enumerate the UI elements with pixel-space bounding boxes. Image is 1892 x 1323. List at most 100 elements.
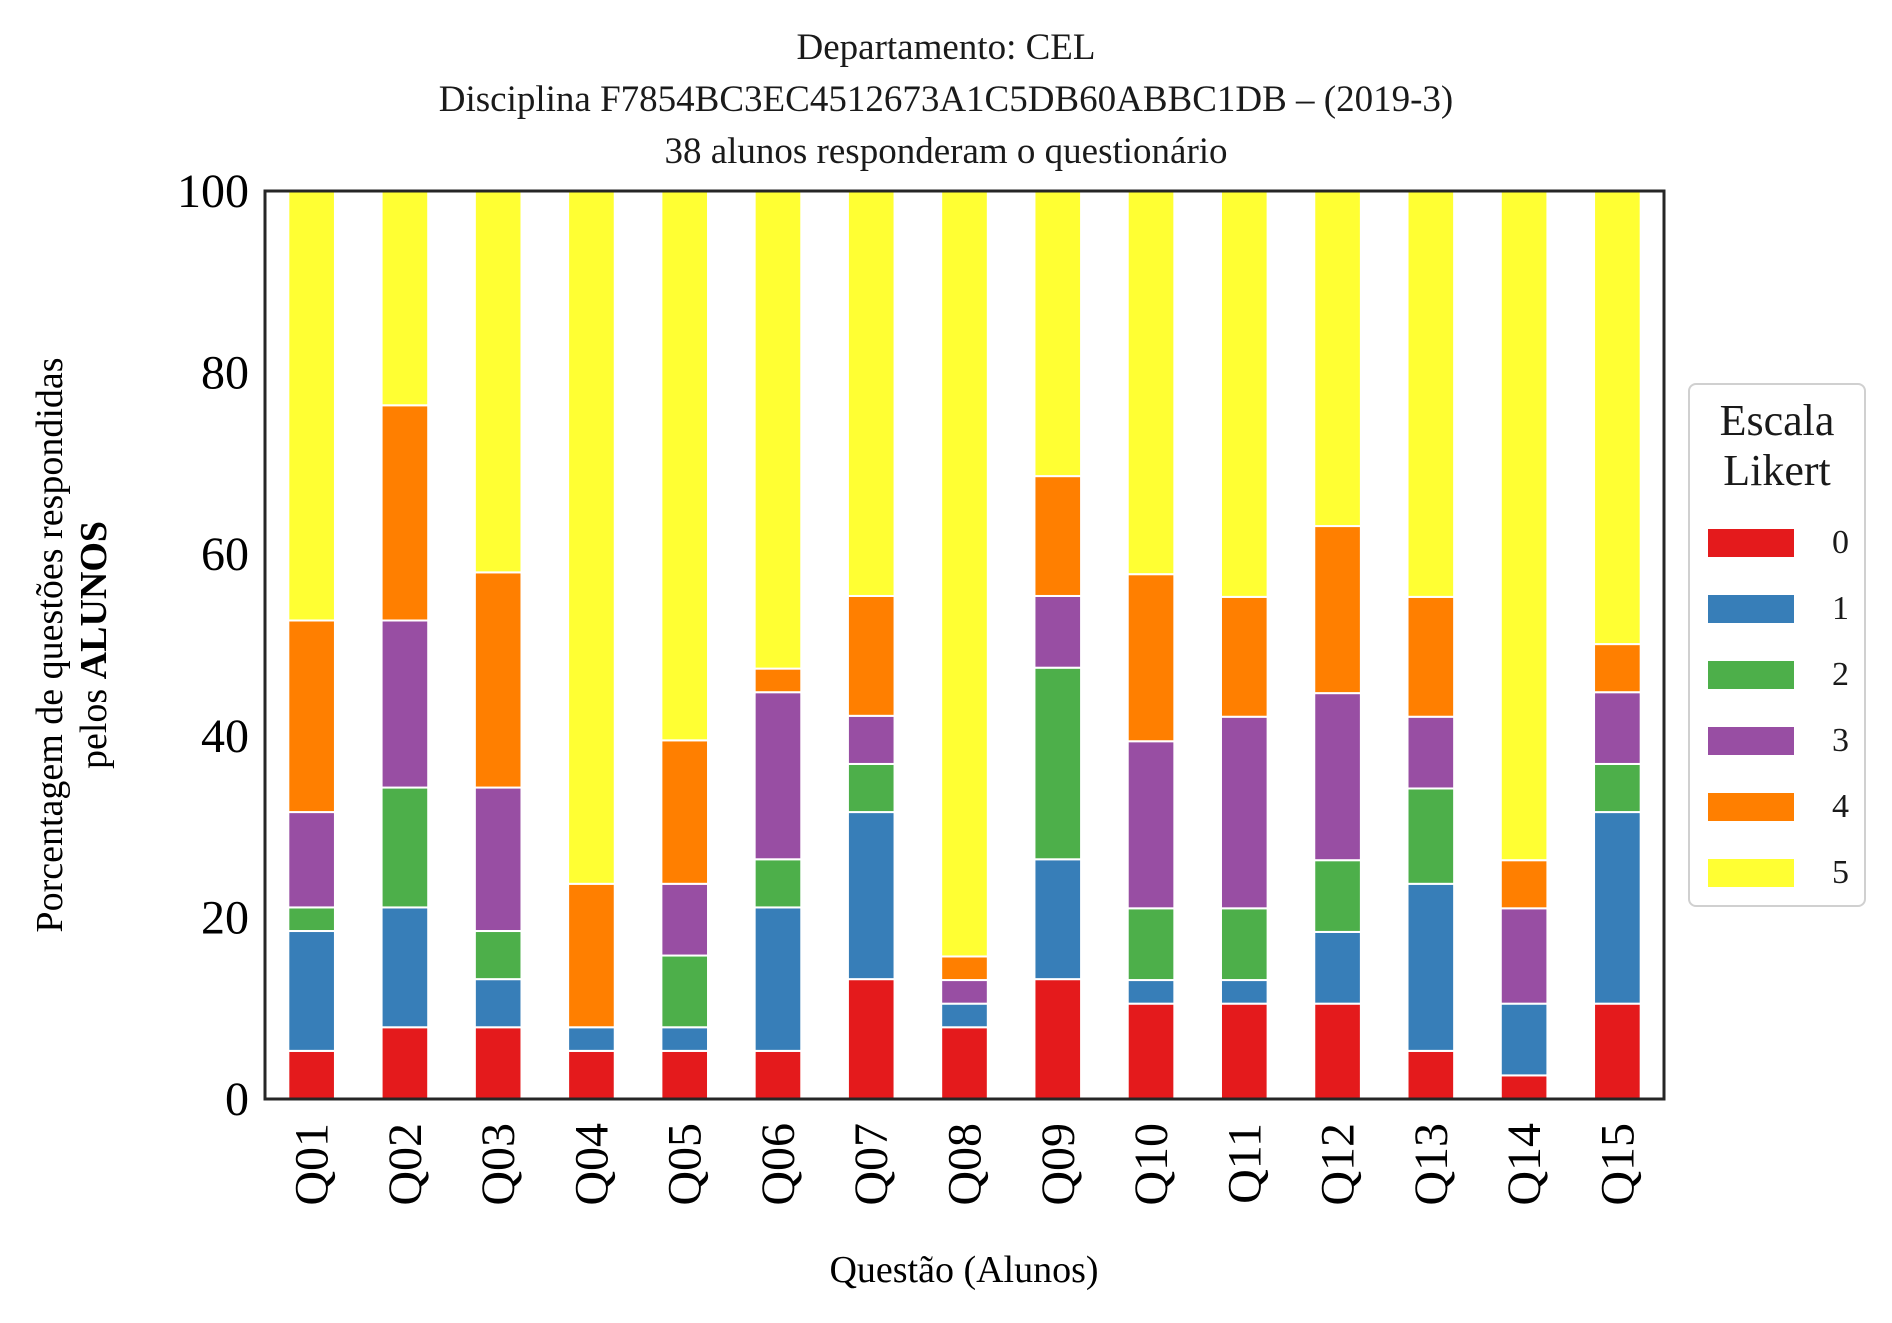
bar-segment-q06-likert-2 xyxy=(753,858,803,909)
y-tick-label-100: 100 xyxy=(177,165,249,218)
x-tick-label-q15: Q15 xyxy=(1591,1123,1644,1206)
bar-segment-q15-likert-0 xyxy=(1593,1002,1642,1100)
x-tick-label-q12: Q12 xyxy=(1312,1123,1365,1206)
legend-swatch-0 xyxy=(1708,529,1794,557)
legend-swatch-5 xyxy=(1708,859,1794,887)
bar-segment-q07-likert-0 xyxy=(846,978,896,1100)
chart-title-line-2: Disciplina F7854BC3EC4512673A1C5DB60ABBC… xyxy=(438,79,1454,120)
bar-segment-q13-likert-0 xyxy=(1406,1049,1456,1100)
bar-segment-q12-likert-2 xyxy=(1313,859,1362,933)
bar-segment-q03-likert-1 xyxy=(473,978,523,1029)
bar-segment-q13-likert-2 xyxy=(1406,787,1456,885)
bar-segment-q13-likert-5 xyxy=(1406,190,1456,598)
bar-segment-q09-likert-1 xyxy=(1033,858,1083,981)
chart-title-line-1: Departamento: CEL xyxy=(796,27,1096,68)
bar-segment-q15-likert-2 xyxy=(1593,762,1642,814)
bar-segment-q02-likert-3 xyxy=(380,619,430,789)
bar-segment-q04-likert-1 xyxy=(567,1026,616,1052)
legend-label-4: 4 xyxy=(1832,788,1849,825)
bar-segment-q12-likert-0 xyxy=(1313,1002,1362,1100)
legend: Escala Likert 0 1 2 3 4 5 xyxy=(1688,383,1866,907)
bar-segment-q12-likert-4 xyxy=(1313,525,1362,695)
bar-segment-q15-likert-1 xyxy=(1593,811,1642,1005)
legend-label-0: 0 xyxy=(1832,524,1849,561)
bar-segment-q03-likert-3 xyxy=(473,786,523,933)
bar-segment-q11-likert-0 xyxy=(1219,1002,1269,1100)
bar-segment-q01-likert-0 xyxy=(287,1049,336,1100)
x-tick-label-q02: Q02 xyxy=(379,1123,432,1206)
y-axis-label-group: Porcentagem de questões respondidas pelo… xyxy=(29,357,115,932)
bar-segment-q11-likert-1 xyxy=(1219,979,1269,1005)
y-axis-label-line-2: pelos ALUNOS xyxy=(73,521,115,769)
y-tick-label-60: 60 xyxy=(201,528,249,581)
bar-segment-q01-likert-1 xyxy=(287,930,336,1052)
y-tick-label-80: 80 xyxy=(201,347,249,400)
bar-segment-q11-likert-5 xyxy=(1219,190,1269,598)
bar-segment-q09-likert-3 xyxy=(1033,594,1083,669)
x-tick-label-q03: Q03 xyxy=(472,1123,525,1206)
bar-segment-q08-likert-3 xyxy=(940,979,989,1005)
bar-segment-q07-likert-2 xyxy=(846,762,896,814)
bar-segment-q04-likert-5 xyxy=(567,190,616,885)
bar-segment-q14-likert-4 xyxy=(1499,859,1549,910)
legend-item-4: 4 xyxy=(1708,785,1858,825)
legend-label-5: 5 xyxy=(1832,854,1849,891)
bar-segment-q02-likert-1 xyxy=(380,906,430,1029)
bar-segment-q08-likert-5 xyxy=(940,190,989,958)
y-axis-label-line-1: Porcentagem de questões respondidas xyxy=(29,357,71,932)
bar-segment-q03-likert-5 xyxy=(473,190,523,574)
x-tick-label-q01: Q01 xyxy=(286,1123,339,1206)
bar-segment-q06-likert-1 xyxy=(753,906,803,1052)
legend-swatch-2 xyxy=(1708,661,1794,689)
bar-segment-q10-likert-5 xyxy=(1126,190,1176,576)
bar-segment-q06-likert-4 xyxy=(753,667,803,694)
bar-segment-q09-likert-0 xyxy=(1033,978,1083,1100)
bar-segment-q10-likert-2 xyxy=(1126,907,1176,982)
legend-title-line-1: Escala xyxy=(1719,396,1835,445)
y-tick-label-40: 40 xyxy=(201,710,249,763)
x-axis-label: Questão (Alunos) xyxy=(829,1249,1098,1291)
chart-title-line-3: 38 alunos responderam o questionário xyxy=(664,131,1228,172)
legend-swatch-1 xyxy=(1708,595,1794,623)
bar-segment-q06-likert-0 xyxy=(753,1049,803,1100)
bar-segment-q14-likert-1 xyxy=(1499,1002,1549,1077)
y-ticks: 0 20 40 60 80 100 xyxy=(177,165,249,1126)
bars-layer xyxy=(287,190,1642,1100)
bar-segment-q12-likert-1 xyxy=(1313,930,1362,1005)
y-tick-label-0: 0 xyxy=(225,1073,249,1126)
bar-segment-q09-likert-5 xyxy=(1033,190,1083,478)
bar-segment-q01-likert-2 xyxy=(287,906,336,933)
x-tick-label-q06: Q06 xyxy=(752,1123,805,1206)
bar-segment-q13-likert-4 xyxy=(1406,595,1456,718)
x-tick-label-q04: Q04 xyxy=(565,1123,618,1206)
bar-segment-q14-likert-3 xyxy=(1499,907,1549,1005)
y-tick-label-20: 20 xyxy=(201,891,249,944)
y-axis-label-bold: ALUNOS xyxy=(73,521,115,679)
legend-title-line-2: Likert xyxy=(1723,446,1831,495)
bar-segment-q03-likert-2 xyxy=(473,930,523,981)
bar-segment-q05-likert-3 xyxy=(660,882,710,957)
bar-segment-q12-likert-3 xyxy=(1313,692,1362,862)
plot-frame xyxy=(263,189,1666,1101)
bar-segment-q02-likert-0 xyxy=(380,1026,430,1100)
x-tick-label-q11: Q11 xyxy=(1218,1123,1271,1204)
bar-segment-q15-likert-5 xyxy=(1593,190,1642,646)
bar-segment-q07-likert-3 xyxy=(846,714,896,765)
bar-segment-q02-likert-4 xyxy=(380,404,430,622)
x-tick-label-q08: Q08 xyxy=(939,1123,992,1206)
x-tick-label-q13: Q13 xyxy=(1405,1123,1458,1206)
bar-segment-q09-likert-2 xyxy=(1033,666,1083,861)
bar-segment-q10-likert-1 xyxy=(1126,979,1176,1005)
x-tick-label-q14: Q14 xyxy=(1498,1123,1551,1206)
bar-segment-q04-likert-4 xyxy=(567,882,616,1029)
legend-label-2: 2 xyxy=(1832,656,1849,693)
y-axis-label-prefix: pelos xyxy=(73,679,115,769)
bar-segment-q08-likert-4 xyxy=(940,955,989,982)
bar-segment-q01-likert-4 xyxy=(287,619,336,814)
bar-segment-q05-likert-1 xyxy=(660,1026,710,1052)
bar-segment-q13-likert-3 xyxy=(1406,715,1456,790)
bar-segment-q02-likert-2 xyxy=(380,786,430,909)
bar-segment-q08-likert-0 xyxy=(940,1026,989,1100)
bar-segment-q13-likert-1 xyxy=(1406,882,1456,1052)
